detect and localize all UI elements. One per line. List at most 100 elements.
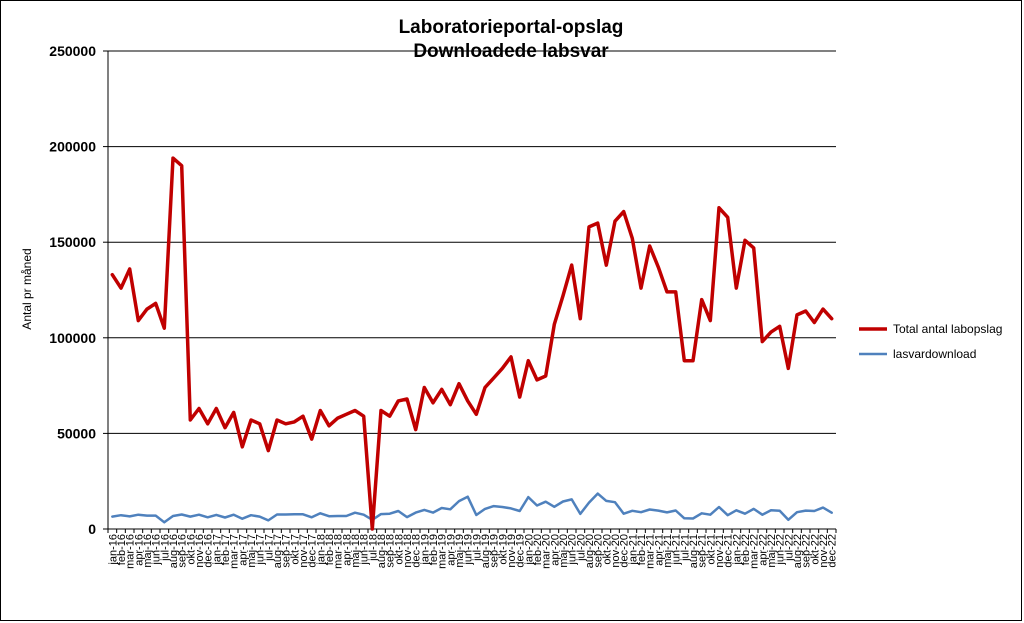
x-tick-label: mar-20 — [541, 534, 553, 569]
x-tick-label: nov-21 — [714, 534, 726, 568]
x-tick-label: mar-16 — [125, 534, 137, 569]
x-tick-label: sep-21 — [697, 534, 709, 568]
x-tick-label: feb-20 — [532, 534, 544, 565]
x-tick-label: nov-22 — [818, 534, 830, 568]
chart-title-line-1: Laboratorieportal-opslag — [399, 17, 624, 38]
x-tick-label: maj-16 — [142, 534, 154, 568]
x-tick-label: sep-17 — [281, 534, 293, 568]
y-tick-label: 250000 — [49, 43, 96, 59]
y-tick-label: 0 — [88, 521, 96, 537]
axes — [107, 51, 836, 530]
x-tick-label: aug-21 — [688, 534, 700, 568]
x-tick-label: apr-20 — [549, 534, 561, 566]
x-tick-label: dec-19 — [515, 534, 527, 568]
x-tick-label: jul-21 — [679, 534, 691, 562]
x-tick-label: feb-19 — [428, 534, 440, 565]
x-tick-label: apr-21 — [653, 534, 665, 566]
x-tick-label: dec-17 — [307, 534, 319, 568]
x-tick-label: jun-20 — [567, 534, 579, 566]
y-tick-label: 200000 — [49, 139, 96, 155]
chart-title: Laboratorieportal-opslag Downloadede lab… — [399, 17, 624, 62]
x-tick-label: sep-18 — [385, 534, 397, 568]
x-tick-label: jul-17 — [263, 534, 275, 562]
x-tick-label: okt-22 — [809, 534, 821, 565]
x-tick-label: mar-22 — [749, 534, 761, 569]
x-tick-label: maj-20 — [558, 534, 570, 568]
x-tick-label: okt-16 — [185, 534, 197, 565]
x-tick-label: jan-22 — [731, 534, 743, 566]
y-tick-label: 100000 — [49, 330, 96, 346]
x-tick-label: apr-16 — [133, 534, 145, 566]
x-tick-label: jun-21 — [671, 534, 683, 566]
gridlines — [108, 50, 836, 434]
legend: Total antal labopslag lasvardownload — [859, 322, 1002, 361]
x-tick-label: nov-20 — [610, 534, 622, 568]
x-tick-label: jan-21 — [627, 534, 639, 566]
x-tick-label: aug-16 — [168, 534, 180, 568]
x-tick-label: okt-20 — [601, 534, 613, 565]
x-tick-label: feb-16 — [116, 534, 128, 565]
x-tick-label: nov-17 — [298, 534, 310, 568]
x-tick-label: jun-17 — [255, 534, 267, 566]
x-tick-label: apr-19 — [445, 534, 457, 566]
x-tick-label: jun-22 — [775, 534, 787, 566]
x-tick-label: jan-16 — [107, 534, 119, 566]
x-tick-label: jul-20 — [575, 534, 587, 562]
x-tick-label: feb-21 — [636, 534, 648, 565]
x-tick-label: feb-22 — [740, 534, 752, 565]
x-tick-label: jul-16 — [159, 534, 171, 562]
x-tick-label: aug-18 — [376, 534, 388, 568]
x-tick-label: sep-16 — [177, 534, 189, 568]
x-tick-label: okt-17 — [289, 534, 301, 565]
x-tick-label: jan-18 — [315, 534, 327, 566]
x-tick-label: aug-20 — [584, 534, 596, 568]
x-tick-label: maj-17 — [246, 534, 258, 568]
x-tick-label: maj-21 — [662, 534, 674, 568]
series-lines — [110, 156, 834, 531]
x-tick-label: nov-19 — [506, 534, 518, 568]
x-tick-label: jul-18 — [367, 534, 379, 562]
x-tick-label: aug-17 — [272, 534, 284, 568]
x-tick-label: dec-20 — [619, 534, 631, 568]
x-tick-label: sep-20 — [593, 534, 605, 568]
x-tick-label: dec-22 — [827, 534, 839, 568]
y-tick-label: 50000 — [57, 425, 96, 441]
x-tick-label: apr-22 — [757, 534, 769, 566]
x-tick-label: jun-18 — [359, 534, 371, 566]
legend-label: lasvardownload — [893, 347, 976, 361]
x-tick-label: aug-19 — [480, 534, 492, 568]
x-tick-label: mar-21 — [645, 534, 657, 569]
x-tick-label: jan-17 — [211, 534, 223, 566]
x-tick-label: maj-19 — [454, 534, 466, 568]
y-tick-label: 150000 — [49, 234, 96, 250]
x-tick-label: jul-22 — [783, 534, 795, 562]
x-tick-label: mar-18 — [333, 534, 345, 569]
x-tick-label: mar-17 — [229, 534, 241, 569]
x-tick-label: jan-20 — [523, 534, 535, 566]
x-tick-label: okt-18 — [393, 534, 405, 565]
x-tick-label: maj-22 — [766, 534, 778, 568]
x-tick-label: nov-18 — [402, 534, 414, 568]
x-axis-ticks: jan-16feb-16mar-16apr-16maj-16jun-16jul-… — [107, 529, 839, 569]
x-tick-label: feb-17 — [220, 534, 232, 565]
x-tick-label: mar-19 — [437, 534, 449, 569]
x-tick-label: jun-16 — [151, 534, 163, 566]
x-tick-label: sep-19 — [489, 534, 501, 568]
y-axis-label: Antal pr måned — [20, 248, 34, 329]
x-tick-label: feb-18 — [324, 534, 336, 565]
x-tick-label: jul-19 — [471, 534, 483, 562]
series-line-1 — [111, 492, 833, 524]
x-tick-label: aug-22 — [792, 534, 804, 568]
x-tick-label: jun-19 — [463, 534, 475, 566]
x-tick-label: sep-22 — [801, 534, 813, 568]
x-tick-label: dec-18 — [411, 534, 423, 568]
x-tick-label: nov-16 — [194, 534, 206, 568]
x-tick-label: apr-17 — [237, 534, 249, 566]
series-line-0 — [110, 156, 834, 531]
x-tick-label: dec-21 — [723, 534, 735, 568]
x-tick-label: okt-19 — [497, 534, 509, 565]
legend-label: Total antal labopslag — [893, 322, 1002, 336]
x-tick-label: okt-21 — [705, 534, 717, 565]
